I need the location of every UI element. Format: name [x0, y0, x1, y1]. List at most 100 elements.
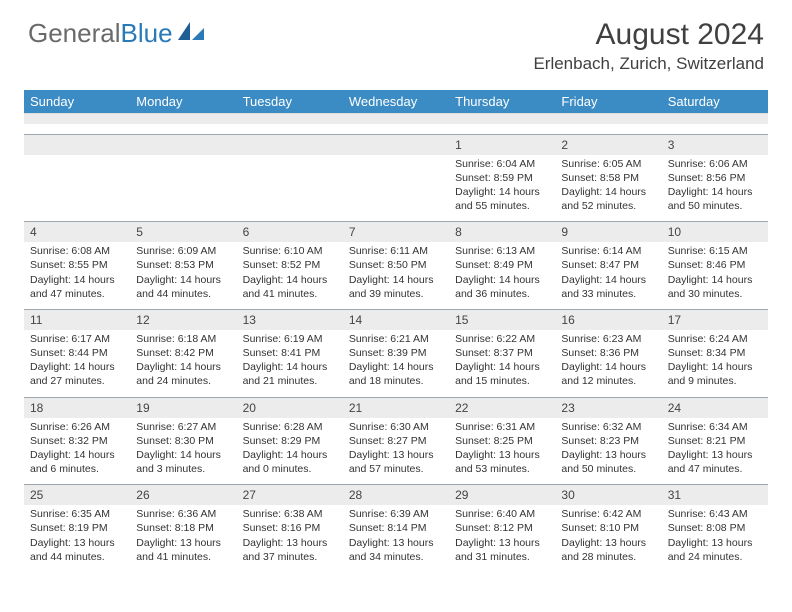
dow-sat: Saturday	[662, 90, 768, 114]
sunset-text: Sunset: 8:42 PM	[136, 346, 230, 360]
day-number: 28	[343, 485, 449, 506]
sunset-text: Sunset: 8:21 PM	[668, 434, 762, 448]
week-details: Sunrise: 6:35 AMSunset: 8:19 PMDaylight:…	[24, 505, 768, 572]
daylight-text-1: Daylight: 13 hours	[136, 536, 230, 550]
sunset-text: Sunset: 8:25 PM	[455, 434, 549, 448]
day-cell: Sunrise: 6:35 AMSunset: 8:19 PMDaylight:…	[24, 505, 130, 572]
day-cell: Sunrise: 6:14 AMSunset: 8:47 PMDaylight:…	[555, 242, 661, 309]
daylight-text-1: Daylight: 13 hours	[349, 448, 443, 462]
daylight-text-2: and 57 minutes.	[349, 462, 443, 476]
sunset-text: Sunset: 8:29 PM	[243, 434, 337, 448]
sunrise-text: Sunrise: 6:06 AM	[668, 157, 762, 171]
day-cell: Sunrise: 6:05 AMSunset: 8:58 PMDaylight:…	[555, 155, 661, 222]
daylight-text-2: and 41 minutes.	[136, 550, 230, 564]
page-title: August 2024	[533, 18, 764, 52]
day-number: 24	[662, 397, 768, 418]
week-nums: 18192021222324	[24, 397, 768, 418]
day-number: 9	[555, 222, 661, 243]
brand-logo: GeneralBlue	[28, 18, 205, 49]
sunrise-text: Sunrise: 6:09 AM	[136, 244, 230, 258]
daylight-text-2: and 18 minutes.	[349, 374, 443, 388]
sunset-text: Sunset: 8:32 PM	[30, 434, 124, 448]
sunrise-text: Sunrise: 6:10 AM	[243, 244, 337, 258]
daylight-text-1: Daylight: 14 hours	[243, 448, 337, 462]
sunset-text: Sunset: 8:52 PM	[243, 258, 337, 272]
daylight-text-1: Daylight: 14 hours	[668, 273, 762, 287]
day-number: 4	[24, 222, 130, 243]
week-details: Sunrise: 6:08 AMSunset: 8:55 PMDaylight:…	[24, 242, 768, 309]
day-number: 3	[662, 134, 768, 155]
sunset-text: Sunset: 8:14 PM	[349, 521, 443, 535]
day-number: 7	[343, 222, 449, 243]
daylight-text-1: Daylight: 13 hours	[668, 536, 762, 550]
day-number	[24, 134, 130, 155]
week-details: Sunrise: 6:26 AMSunset: 8:32 PMDaylight:…	[24, 418, 768, 485]
day-cell: Sunrise: 6:36 AMSunset: 8:18 PMDaylight:…	[130, 505, 236, 572]
calendar-body: 12 3 Sunrise: 6:04 AMSunset: 8:59 PMDaylig…	[24, 134, 768, 572]
daylight-text-1: Daylight: 13 hours	[561, 536, 655, 550]
sunrise-text: Sunrise: 6:08 AM	[30, 244, 124, 258]
daylight-text-1: Daylight: 13 hours	[455, 448, 549, 462]
dow-thu: Thursday	[449, 90, 555, 114]
day-number: 16	[555, 309, 661, 330]
day-number: 6	[237, 222, 343, 243]
daylight-text-1: Daylight: 14 hours	[30, 448, 124, 462]
brand-part1: General	[28, 18, 121, 49]
daylight-text-2: and 36 minutes.	[455, 287, 549, 301]
daylight-text-1: Daylight: 14 hours	[349, 360, 443, 374]
daylight-text-1: Daylight: 13 hours	[349, 536, 443, 550]
daylight-text-1: Daylight: 14 hours	[668, 185, 762, 199]
day-cell: Sunrise: 6:28 AMSunset: 8:29 PMDaylight:…	[237, 418, 343, 485]
sunrise-text: Sunrise: 6:39 AM	[349, 507, 443, 521]
daylight-text-2: and 31 minutes.	[455, 550, 549, 564]
sunset-text: Sunset: 8:49 PM	[455, 258, 549, 272]
sunset-text: Sunset: 8:58 PM	[561, 171, 655, 185]
day-cell: Sunrise: 6:09 AMSunset: 8:53 PMDaylight:…	[130, 242, 236, 309]
spacer-row	[24, 114, 768, 124]
day-cell: Sunrise: 6:11 AMSunset: 8:50 PMDaylight:…	[343, 242, 449, 309]
sail-icon	[177, 18, 205, 49]
day-number: 30	[555, 485, 661, 506]
sunset-text: Sunset: 8:30 PM	[136, 434, 230, 448]
day-number: 18	[24, 397, 130, 418]
daylight-text-1: Daylight: 14 hours	[243, 360, 337, 374]
sunrise-text: Sunrise: 6:04 AM	[455, 157, 549, 171]
day-cell: Sunrise: 6:06 AMSunset: 8:56 PMDaylight:…	[662, 155, 768, 222]
daylight-text-2: and 24 minutes.	[136, 374, 230, 388]
daylight-text-2: and 15 minutes.	[455, 374, 549, 388]
sunset-text: Sunset: 8:34 PM	[668, 346, 762, 360]
daylight-text-1: Daylight: 13 hours	[668, 448, 762, 462]
day-number: 19	[130, 397, 236, 418]
sunset-text: Sunset: 8:08 PM	[668, 521, 762, 535]
day-number: 27	[237, 485, 343, 506]
sunrise-text: Sunrise: 6:21 AM	[349, 332, 443, 346]
sunrise-text: Sunrise: 6:43 AM	[668, 507, 762, 521]
daylight-text-2: and 0 minutes.	[243, 462, 337, 476]
daylight-text-2: and 27 minutes.	[30, 374, 124, 388]
daylight-text-2: and 28 minutes.	[561, 550, 655, 564]
day-number: 8	[449, 222, 555, 243]
daylight-text-1: Daylight: 13 hours	[30, 536, 124, 550]
sunset-text: Sunset: 8:10 PM	[561, 521, 655, 535]
day-cell: Sunrise: 6:18 AMSunset: 8:42 PMDaylight:…	[130, 330, 236, 397]
day-cell: Sunrise: 6:40 AMSunset: 8:12 PMDaylight:…	[449, 505, 555, 572]
day-number: 22	[449, 397, 555, 418]
daylight-text-1: Daylight: 14 hours	[136, 360, 230, 374]
day-number: 12	[130, 309, 236, 330]
sunrise-text: Sunrise: 6:23 AM	[561, 332, 655, 346]
day-number: 11	[24, 309, 130, 330]
sunrise-text: Sunrise: 6:11 AM	[349, 244, 443, 258]
sunrise-text: Sunrise: 6:42 AM	[561, 507, 655, 521]
sunset-text: Sunset: 8:37 PM	[455, 346, 549, 360]
day-cell: Sunrise: 6:04 AMSunset: 8:59 PMDaylight:…	[449, 155, 555, 222]
daylight-text-2: and 44 minutes.	[136, 287, 230, 301]
day-cell	[237, 155, 343, 222]
daylight-text-2: and 3 minutes.	[136, 462, 230, 476]
day-number: 25	[24, 485, 130, 506]
daylight-text-1: Daylight: 14 hours	[561, 273, 655, 287]
daylight-text-1: Daylight: 14 hours	[561, 360, 655, 374]
day-cell: Sunrise: 6:27 AMSunset: 8:30 PMDaylight:…	[130, 418, 236, 485]
daylight-text-1: Daylight: 13 hours	[455, 536, 549, 550]
sunrise-text: Sunrise: 6:38 AM	[243, 507, 337, 521]
sunrise-text: Sunrise: 6:32 AM	[561, 420, 655, 434]
